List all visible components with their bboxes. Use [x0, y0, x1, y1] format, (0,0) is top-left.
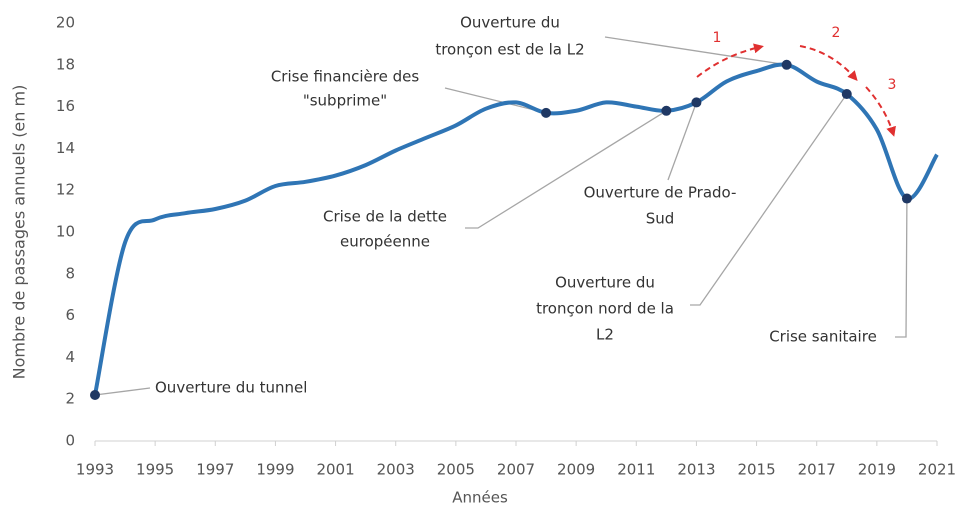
y-tick-label: 4: [65, 348, 75, 366]
x-tick-label: 2015: [737, 461, 775, 479]
annotation: Ouverture du: [460, 14, 560, 32]
y-tick-label: 0: [65, 432, 75, 450]
x-tick-label: 2001: [316, 461, 354, 479]
leader-line: [690, 93, 848, 306]
phase-arrow: [865, 86, 896, 137]
x-tick-label: 1997: [196, 461, 234, 479]
x-tick-label: 2011: [617, 461, 655, 479]
annotation: "subprime": [303, 92, 387, 110]
y-tick-label: 18: [56, 55, 75, 73]
marker: [781, 59, 792, 70]
y-tick-label: 8: [65, 264, 75, 282]
y-tick-label: 6: [65, 306, 75, 324]
marker: [541, 107, 552, 118]
marker: [901, 193, 912, 204]
annotation: européenne: [340, 233, 430, 251]
y-tick-label: 10: [56, 223, 75, 241]
annotation: Crise sanitaire: [769, 328, 877, 346]
x-tick-label: 2009: [557, 461, 595, 479]
leader-line: [465, 110, 667, 229]
y-tick-label: 2: [65, 390, 75, 408]
x-tick-label: 2007: [497, 461, 535, 479]
annotation: Sud: [646, 210, 675, 228]
phase-arrow: [799, 45, 858, 81]
phase-arrow: [696, 43, 764, 78]
marker: [661, 105, 672, 116]
phase-label: 2: [832, 25, 841, 41]
leader-line: [667, 102, 698, 181]
x-axis-title: Années: [452, 489, 508, 507]
annotation: Crise de la dette: [323, 208, 447, 226]
x-tick-label: 1999: [256, 461, 294, 479]
x-tick-label: 1993: [76, 461, 114, 479]
x-tick-label: 2019: [858, 461, 896, 479]
leader-line: [94, 387, 151, 396]
marker: [90, 390, 100, 401]
annotation: tronçon est de la L2: [435, 41, 584, 59]
annotation: Crise financière des: [271, 68, 420, 86]
leader-line: [895, 198, 908, 338]
x-tick-label: 2003: [377, 461, 415, 479]
annotation: Ouverture du: [555, 274, 655, 292]
x-tick-label: 1995: [136, 461, 174, 479]
annotation: Ouverture du tunnel: [155, 379, 307, 397]
leader-line: [604, 36, 787, 66]
y-tick-label: 12: [56, 181, 75, 199]
y-tick-label: 14: [56, 139, 75, 157]
annotation: tronçon nord de la: [536, 300, 674, 318]
marker: [841, 89, 852, 100]
annotation: Ouverture de Prado-: [584, 184, 737, 202]
x-tick-label: 2005: [437, 461, 475, 479]
marker: [691, 97, 702, 108]
y-axis-title: Nombre de passages annuels (en m): [10, 85, 29, 380]
phase-label: 3: [888, 77, 897, 93]
x-tick-label: 2021: [918, 461, 956, 479]
phase-label: 1: [713, 30, 722, 46]
y-tick-label: 20: [56, 14, 75, 32]
x-tick-label: 2013: [677, 461, 715, 479]
x-tick-label: 2017: [798, 461, 836, 479]
y-tick-label: 16: [56, 97, 75, 115]
annotation: L2: [596, 326, 614, 344]
line: [93, 62, 939, 396]
